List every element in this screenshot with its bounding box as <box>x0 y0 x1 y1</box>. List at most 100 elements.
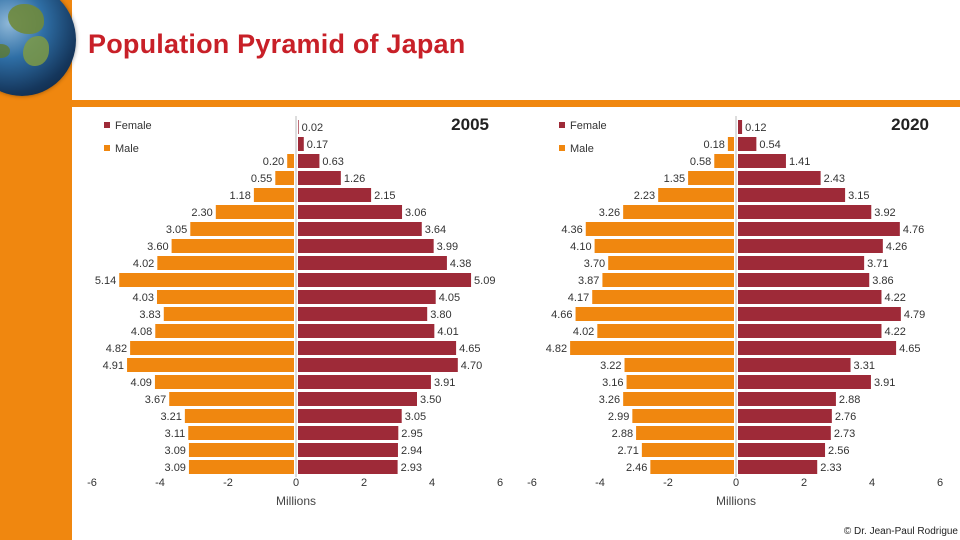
x-tick-label: -6 <box>87 477 97 489</box>
bar-male <box>157 256 294 270</box>
data-label-female: 3.06 <box>405 207 426 219</box>
bar-female <box>298 443 398 457</box>
bar-male <box>156 290 294 304</box>
data-label-male: 3.09 <box>165 445 186 457</box>
data-label-male: 4.02 <box>573 326 594 338</box>
bar-male <box>169 392 294 406</box>
data-label-male: 3.16 <box>602 377 623 389</box>
x-tick-label: -2 <box>223 477 233 489</box>
x-tick-label: 2 <box>801 477 807 489</box>
data-label-male: 1.18 <box>229 190 250 202</box>
bar-male <box>188 426 294 440</box>
bar-female <box>738 460 818 474</box>
bar-female <box>738 426 831 440</box>
data-label-male: 1.35 <box>664 173 685 185</box>
data-label-male: 4.17 <box>568 292 589 304</box>
page-title: Population Pyramid of Japan <box>88 29 466 59</box>
bar-female <box>738 273 870 287</box>
bar-female <box>298 222 422 236</box>
bar-male <box>163 307 294 321</box>
bar-female <box>738 120 743 134</box>
bar-female <box>298 409 402 423</box>
bar-male <box>127 358 294 372</box>
data-label-male: 2.71 <box>617 445 638 457</box>
data-label-male: 2.30 <box>191 207 212 219</box>
bar-female <box>738 324 882 338</box>
x-tick-label: 4 <box>869 477 875 489</box>
data-label-female: 5.09 <box>474 275 495 287</box>
bar-male <box>636 426 734 440</box>
data-label-female: 3.71 <box>867 258 888 270</box>
data-label-male: 4.08 <box>131 326 152 338</box>
data-label-female: 2.56 <box>828 445 849 457</box>
bar-female <box>738 239 883 253</box>
bar-male <box>184 409 294 423</box>
data-label-male: 4.82 <box>546 343 567 355</box>
data-label-male: 3.11 <box>165 428 186 440</box>
data-label-male: 2.88 <box>612 428 633 440</box>
bar-female <box>298 375 431 389</box>
bar-female <box>298 273 472 287</box>
data-label-male: 3.09 <box>165 462 186 474</box>
globe-landmass <box>8 4 44 34</box>
data-label-female: 2.95 <box>401 428 422 440</box>
bar-male <box>570 341 734 355</box>
bar-female <box>298 290 436 304</box>
bar-female <box>738 171 821 185</box>
data-label-female: 2.88 <box>839 394 860 406</box>
data-label-male: 3.21 <box>160 411 181 423</box>
bar-male <box>592 290 734 304</box>
legend-label-female: Female <box>570 120 607 132</box>
legend-swatch-female <box>104 122 110 128</box>
data-label-female: 0.02 <box>302 122 323 134</box>
data-label-female: 2.93 <box>401 462 422 474</box>
legend-label-male: Male <box>115 143 139 155</box>
data-label-female: 4.70 <box>461 360 482 372</box>
data-label-female: 3.80 <box>430 309 451 321</box>
bar-female <box>298 137 304 151</box>
x-axis-label: Millions <box>716 494 756 508</box>
bar-female <box>298 307 428 321</box>
bar-female <box>298 205 403 219</box>
data-label-male: 2.23 <box>634 190 655 202</box>
data-label-female: 3.91 <box>874 377 895 389</box>
credit-text: © Dr. Jean-Paul Rodrigue <box>843 526 958 537</box>
bar-male <box>575 307 734 321</box>
data-label-female: 4.65 <box>459 343 480 355</box>
bar-male <box>253 188 294 202</box>
data-label-male: 3.05 <box>166 224 187 236</box>
x-tick-label: 6 <box>937 477 943 489</box>
bar-male <box>626 375 734 389</box>
data-label-male: 3.22 <box>600 360 621 372</box>
data-label-male: 0.55 <box>251 173 272 185</box>
bar-male <box>658 188 734 202</box>
bar-male <box>190 222 294 236</box>
bar-female <box>298 392 417 406</box>
data-label-male: 2.99 <box>608 411 629 423</box>
bar-male <box>727 137 734 151</box>
bar-male <box>608 256 734 270</box>
data-label-female: 1.26 <box>344 173 365 185</box>
x-tick-label: -2 <box>663 477 673 489</box>
bar-female <box>298 239 434 253</box>
bar-male <box>594 239 734 253</box>
legend-swatch-male <box>104 145 110 151</box>
data-label-male: 0.20 <box>263 156 284 168</box>
data-label-female: 2.43 <box>824 173 845 185</box>
data-label-female: 3.05 <box>405 411 426 423</box>
data-label-male: 3.83 <box>139 309 160 321</box>
bar-female <box>738 375 871 389</box>
data-label-female: 0.54 <box>759 139 780 151</box>
x-tick-label: 0 <box>293 477 299 489</box>
bar-male <box>632 409 734 423</box>
data-label-male: 4.36 <box>561 224 582 236</box>
bar-female <box>738 443 826 457</box>
bar-female <box>298 171 341 185</box>
bar-male <box>624 358 734 372</box>
data-label-male: 4.91 <box>103 360 124 372</box>
data-label-female: 4.38 <box>450 258 471 270</box>
data-label-female: 4.76 <box>903 224 924 236</box>
bar-male <box>171 239 294 253</box>
x-tick-label: -4 <box>155 477 165 489</box>
x-tick-label: 6 <box>497 477 503 489</box>
